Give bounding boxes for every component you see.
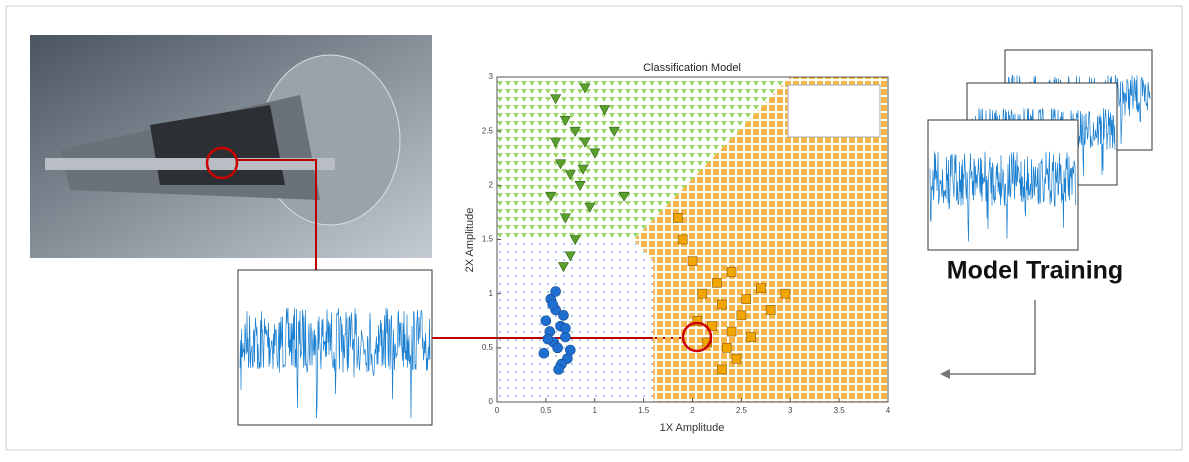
- point: [547, 299, 559, 310]
- point: [584, 202, 596, 213]
- x-tick-label: 4: [886, 406, 891, 415]
- point: [717, 364, 727, 375]
- point: [741, 294, 752, 304]
- point: [579, 83, 591, 94]
- training-signals: [927, 49, 1153, 251]
- x-tick-label: 2.5: [736, 406, 748, 415]
- waveform: [239, 307, 431, 419]
- point: [599, 105, 611, 116]
- point: [618, 191, 630, 202]
- point: [577, 164, 589, 175]
- point: [538, 347, 550, 359]
- legend: [787, 84, 881, 138]
- highlight-circle: [681, 321, 713, 353]
- x-tick-label: 1.5: [638, 406, 650, 415]
- point: [552, 342, 563, 354]
- y-tick-label: 0: [489, 397, 494, 406]
- signal-frame: [237, 269, 433, 426]
- y-axis-label: 2X Amplitude: [464, 208, 476, 273]
- point: [560, 323, 571, 334]
- point: [687, 256, 698, 266]
- waveform: [929, 151, 1077, 242]
- point: [673, 213, 683, 223]
- arrow-head: [940, 369, 950, 379]
- y-tick-label: 2: [489, 180, 494, 189]
- turbine-image: [30, 35, 432, 258]
- point: [564, 170, 576, 181]
- point: [712, 278, 722, 288]
- point: [579, 137, 591, 148]
- point: [574, 181, 586, 191]
- y-tick-label: 3: [489, 72, 494, 81]
- arrow: [945, 300, 1036, 375]
- point: [557, 262, 569, 273]
- point: [542, 333, 554, 345]
- point: [569, 126, 581, 137]
- point: [545, 191, 557, 202]
- point: [564, 251, 576, 262]
- point: [608, 126, 620, 137]
- point: [589, 148, 601, 159]
- y-tick-label: 1: [489, 289, 494, 298]
- x-tick-label: 3: [788, 406, 793, 415]
- x-tick-label: 0.5: [540, 406, 552, 415]
- point: [746, 332, 756, 342]
- point: [736, 310, 747, 321]
- point: [550, 137, 562, 148]
- point: [553, 364, 564, 375]
- point: [756, 283, 766, 294]
- point: [677, 234, 688, 245]
- point: [565, 344, 576, 356]
- point: [692, 315, 703, 326]
- point: [540, 315, 552, 327]
- point: [780, 288, 791, 299]
- signal: [239, 307, 431, 419]
- y-tick-label: 1.5: [482, 235, 494, 244]
- point: [550, 286, 561, 297]
- x-tick-label: 0: [495, 406, 500, 415]
- point: [765, 305, 776, 315]
- point: [731, 353, 742, 364]
- x-tick-label: 3.5: [834, 406, 846, 415]
- point: [726, 267, 737, 277]
- point: [721, 343, 732, 353]
- point: [726, 326, 737, 337]
- chart-title: Classification Model: [643, 62, 741, 74]
- point: [559, 116, 571, 126]
- point: [550, 94, 562, 105]
- point: [559, 213, 571, 224]
- point: [569, 235, 581, 246]
- y-tick-label: 2.5: [482, 126, 494, 135]
- point: [697, 288, 708, 299]
- point: [555, 159, 567, 170]
- connector: [237, 159, 317, 270]
- point: [717, 299, 727, 310]
- y-tick-label: 0.5: [482, 343, 494, 352]
- x-tick-label: 1: [593, 406, 598, 415]
- caption: Model Training: [947, 257, 1123, 285]
- point: [558, 310, 569, 321]
- x-tick-label: 2: [690, 406, 695, 415]
- x-axis-label: 1X Amplitude: [660, 422, 725, 434]
